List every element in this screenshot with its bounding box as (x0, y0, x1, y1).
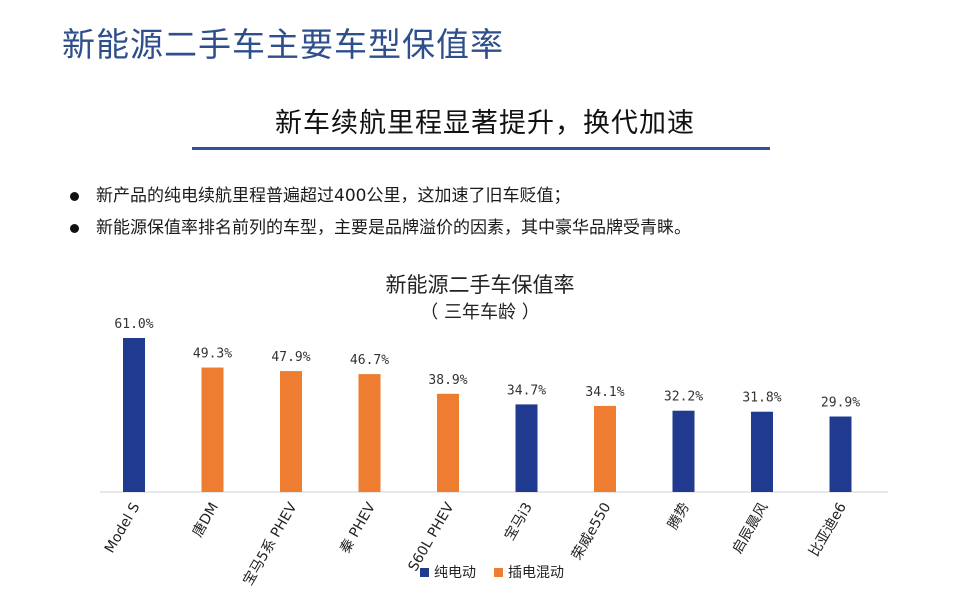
chart-title: 新能源二手车保值率 (386, 273, 575, 297)
bar (437, 393, 459, 492)
x-tick-label: 启辰晨风 (730, 500, 772, 556)
x-tick-label: 比亚迪e6 (806, 500, 850, 560)
page-title: 新能源二手车主要车型保值率 (62, 25, 504, 64)
bar (280, 371, 302, 492)
data-label: 31.8% (742, 391, 781, 406)
x-tick-label: 宝马i3 (502, 500, 536, 543)
data-label: 49.3% (193, 347, 232, 362)
bullet-list: 新产品的纯电续航里程普遍超过400公里，这加速了旧车贬值； 新能源保值率排名前列… (70, 186, 691, 250)
x-tick-label: S60L PHEV (405, 500, 457, 574)
legend-swatch (420, 568, 429, 577)
x-tick-label: 荣威e550 (569, 500, 615, 563)
bar (594, 405, 616, 492)
bars-group: 61.0% Model S 49.3% 唐DM 47.9% 宝马5系 PHEV 46.7% 秦… (102, 317, 860, 588)
chart-subtitle: （ 三年车龄 ） (420, 302, 539, 323)
data-label: 34.7% (507, 383, 546, 398)
data-label: 29.9% (821, 396, 860, 411)
bullet-text: 新能源保值率排名前列的车型，主要是品牌溢价的因素，其中豪华品牌受青睐。 (96, 218, 691, 238)
bullet-text: 新产品的纯电续航里程普遍超过400公里，这加速了旧车贬值； (96, 186, 571, 206)
bullet-item: 新能源保值率排名前列的车型，主要是品牌溢价的因素，其中豪华品牌受青睐。 (70, 218, 691, 239)
bar (515, 404, 538, 492)
bar (123, 338, 145, 492)
bullet-item: 新产品的纯电续航里程普遍超过400公里，这加速了旧车贬值； (70, 186, 691, 207)
data-label: 47.9% (271, 350, 310, 365)
legend-label: 插电混动 (508, 565, 564, 581)
legend-swatch (494, 568, 503, 577)
x-tick-label: Model S (102, 500, 144, 556)
x-tick-label: 唐DM (189, 500, 222, 540)
bar (201, 367, 224, 492)
legend-label: 纯电动 (434, 565, 476, 581)
banner-underline (192, 147, 770, 150)
bar (672, 410, 695, 492)
bar (751, 411, 773, 492)
data-label: 38.9% (428, 373, 467, 388)
legend: 纯电动 插电混动 (420, 565, 564, 581)
bullet-dot-icon (70, 192, 79, 201)
data-label: 32.2% (664, 390, 703, 405)
data-label: 46.7% (350, 353, 389, 368)
bar (358, 374, 381, 492)
x-tick-label: 宝马5系 PHEV (240, 500, 300, 589)
bar (829, 416, 852, 492)
x-tick-label: 腾势 (664, 500, 693, 533)
x-tick-label: 秦 PHEV (337, 500, 379, 557)
data-label: 61.0% (114, 317, 153, 332)
data-label: 34.1% (585, 385, 624, 400)
bullet-dot-icon (70, 224, 79, 233)
section-banner: 新车续航里程显著提升，换代加速 (275, 108, 695, 139)
